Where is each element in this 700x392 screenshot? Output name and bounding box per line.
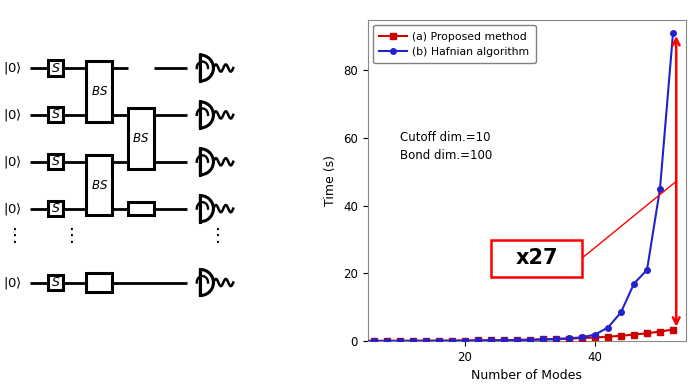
Text: $BS$: $BS$ — [90, 85, 108, 98]
(b) Hafnian algorithm — [395, 339, 404, 343]
Line: (a) Proposed method: (a) Proposed method — [345, 327, 676, 344]
(b) Hafnian algorithm — [604, 325, 612, 330]
(b) Hafnian algorithm — [370, 339, 378, 343]
Text: x27: x27 — [515, 248, 558, 268]
(b) Hafnian algorithm — [656, 187, 664, 191]
Bar — [48, 60, 64, 76]
Text: $S$: $S$ — [51, 202, 61, 215]
(a) Proposed method — [474, 338, 482, 343]
Text: $S$: $S$ — [51, 62, 61, 74]
Bar — [48, 201, 64, 216]
Text: $BS$: $BS$ — [90, 179, 108, 192]
Text: ⋮: ⋮ — [63, 227, 81, 245]
(b) Hafnian algorithm — [539, 337, 547, 342]
Text: $|0\rangle$: $|0\rangle$ — [3, 107, 22, 123]
Text: $|0\rangle$: $|0\rangle$ — [3, 274, 22, 290]
(a) Proposed method — [643, 331, 651, 336]
(a) Proposed method — [357, 339, 365, 343]
(a) Proposed method — [526, 338, 534, 342]
Bar — [86, 272, 112, 292]
(b) Hafnian algorithm — [448, 338, 456, 343]
(b) Hafnian algorithm — [526, 338, 534, 342]
Text: $|0\rangle$: $|0\rangle$ — [3, 154, 22, 170]
Text: $S$: $S$ — [51, 155, 61, 168]
Bar — [127, 202, 153, 216]
(a) Proposed method — [461, 338, 469, 343]
Text: ⋮: ⋮ — [209, 227, 227, 245]
(a) Proposed method — [552, 337, 560, 341]
(b) Hafnian algorithm — [383, 339, 391, 343]
(b) Hafnian algorithm — [357, 339, 365, 343]
X-axis label: Number of Modes: Number of Modes — [471, 369, 582, 382]
Text: $|0\rangle$: $|0\rangle$ — [3, 201, 22, 217]
(b) Hafnian algorithm — [591, 332, 599, 337]
Bar — [86, 155, 112, 216]
(b) Hafnian algorithm — [500, 338, 508, 343]
Text: $S$: $S$ — [51, 108, 61, 122]
Bar — [48, 107, 64, 122]
(a) Proposed method — [344, 339, 352, 343]
(a) Proposed method — [435, 338, 443, 343]
Text: $BS$: $BS$ — [132, 132, 149, 145]
(a) Proposed method — [383, 339, 391, 343]
(a) Proposed method — [617, 334, 625, 338]
Bar — [127, 108, 153, 169]
(b) Hafnian algorithm — [617, 310, 625, 315]
(b) Hafnian algorithm — [486, 338, 495, 343]
(a) Proposed method — [500, 338, 508, 343]
Y-axis label: Time (s): Time (s) — [324, 155, 337, 206]
(a) Proposed method — [668, 327, 677, 332]
Bar — [48, 154, 64, 169]
Bar — [491, 240, 582, 277]
(b) Hafnian algorithm — [474, 338, 482, 343]
(b) Hafnian algorithm — [422, 338, 430, 343]
(a) Proposed method — [486, 338, 495, 343]
Text: ⋮: ⋮ — [6, 227, 24, 245]
(a) Proposed method — [578, 336, 586, 340]
Text: $|0\rangle$: $|0\rangle$ — [3, 60, 22, 76]
Text: $S$: $S$ — [51, 276, 61, 289]
(a) Proposed method — [565, 336, 573, 341]
(a) Proposed method — [448, 338, 456, 343]
(a) Proposed method — [370, 339, 378, 343]
(a) Proposed method — [604, 334, 612, 339]
(a) Proposed method — [630, 332, 638, 337]
(b) Hafnian algorithm — [513, 338, 522, 342]
(b) Hafnian algorithm — [565, 336, 573, 341]
Bar — [86, 61, 112, 122]
(a) Proposed method — [422, 338, 430, 343]
(b) Hafnian algorithm — [435, 338, 443, 343]
(a) Proposed method — [513, 338, 522, 342]
(b) Hafnian algorithm — [668, 31, 677, 36]
(b) Hafnian algorithm — [578, 335, 586, 340]
Bar — [48, 275, 64, 290]
(b) Hafnian algorithm — [552, 337, 560, 341]
(a) Proposed method — [539, 337, 547, 342]
Text: Cutoff dim.=10
Bond dim.=100: Cutoff dim.=10 Bond dim.=100 — [400, 131, 492, 162]
Legend: (a) Proposed method, (b) Hafnian algorithm: (a) Proposed method, (b) Hafnian algorit… — [373, 25, 536, 64]
(a) Proposed method — [395, 339, 404, 343]
(b) Hafnian algorithm — [643, 268, 651, 272]
(a) Proposed method — [656, 329, 664, 334]
(b) Hafnian algorithm — [630, 281, 638, 286]
Line: (b) Hafnian algorithm: (b) Hafnian algorithm — [345, 30, 676, 344]
(a) Proposed method — [591, 335, 599, 340]
(b) Hafnian algorithm — [409, 338, 417, 343]
(b) Hafnian algorithm — [461, 338, 469, 343]
(a) Proposed method — [409, 338, 417, 343]
(b) Hafnian algorithm — [344, 339, 352, 343]
